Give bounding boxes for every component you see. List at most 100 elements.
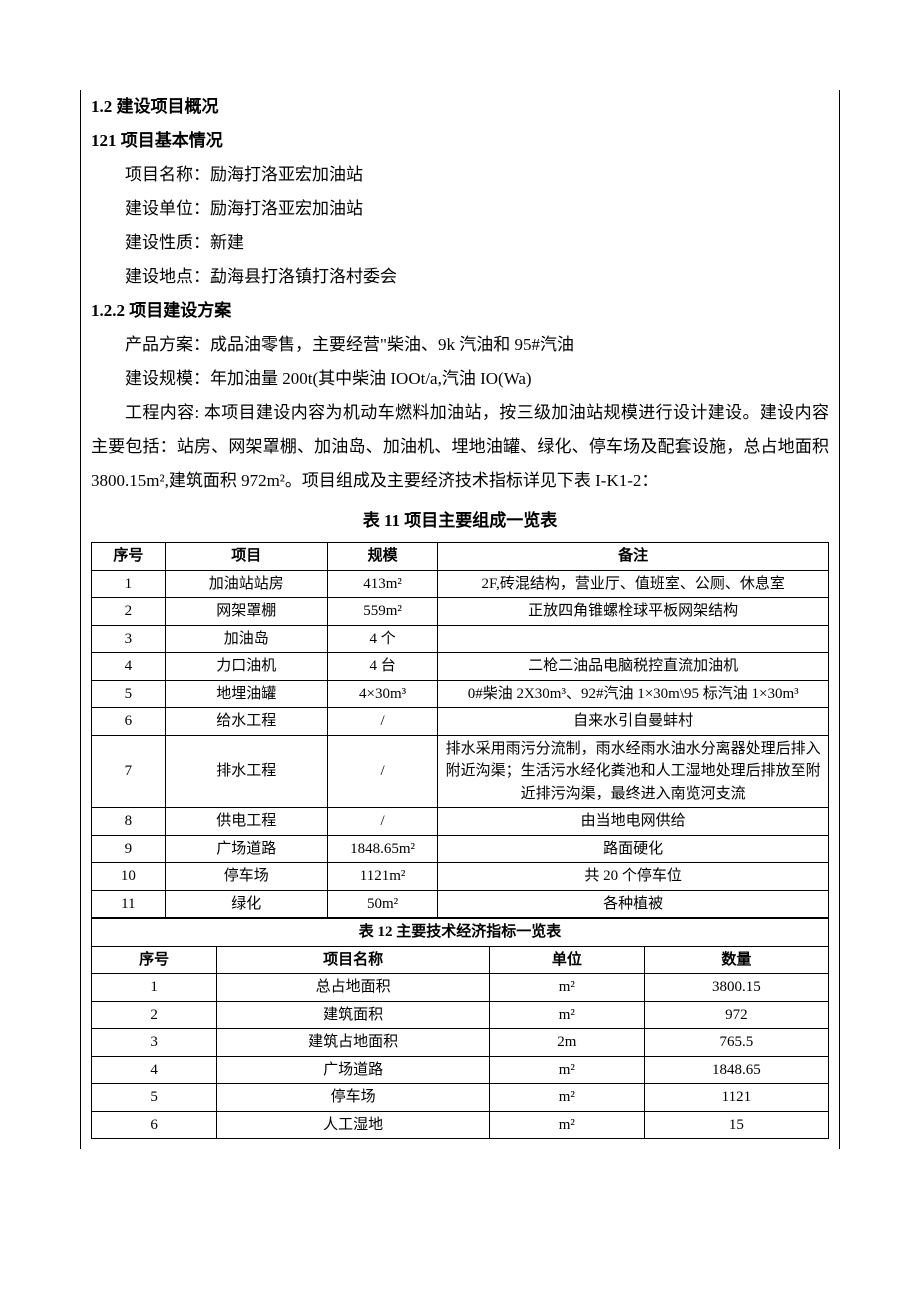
plan-product-line: 产品方案：成品油零售，主要经营"柴油、9k 汽油和 95#汽油 (91, 328, 829, 362)
table1-h-item: 项目 (165, 543, 327, 571)
cell-remark: 排水采用雨污分流制，雨水经雨水油水分离器处理后排入附近沟渠；生活污水经化粪池和人… (438, 735, 829, 808)
table-row: 11绿化50m²各种植被 (92, 890, 829, 918)
table2-caption: 表 12 主要技术经济指标一览表 (92, 919, 829, 947)
table2-h-unit: 单位 (489, 946, 644, 974)
value-project-name: 励海打洛亚宏加油站 (210, 165, 363, 184)
cell-qty: 15 (644, 1111, 828, 1139)
cell-item: 网架罩棚 (165, 598, 327, 626)
table1-h-remark: 备注 (438, 543, 829, 571)
cell-scale: 4×30m³ (327, 680, 438, 708)
cell-scale: / (327, 735, 438, 808)
label-build-location: 建设地点： (125, 267, 210, 286)
cell-no: 3 (92, 625, 166, 653)
table-row: 3加油岛4 个 (92, 625, 829, 653)
table-row: 7排水工程/排水采用雨污分流制，雨水经雨水油水分离器处理后排入附近沟渠；生活污水… (92, 735, 829, 808)
table-row: 6给水工程/自来水引自曼蚌村 (92, 708, 829, 736)
cell-item: 地埋油罐 (165, 680, 327, 708)
cell-item: 加油站站房 (165, 570, 327, 598)
cell-no: 3 (92, 1029, 217, 1057)
cell-item: 排水工程 (165, 735, 327, 808)
cell-no: 6 (92, 708, 166, 736)
table-row: 3建筑占地面积2m765.5 (92, 1029, 829, 1057)
table-row: 5停车场m²1121 (92, 1084, 829, 1112)
value-build-unit: 励海打洛亚宏加油站 (210, 199, 363, 218)
cell-no: 4 (92, 653, 166, 681)
cell-qty: 1121 (644, 1084, 828, 1112)
cell-item: 力口油机 (165, 653, 327, 681)
cell-no: 8 (92, 808, 166, 836)
cell-no: 6 (92, 1111, 217, 1139)
cell-unit: m² (489, 1001, 644, 1029)
cell-scale: / (327, 708, 438, 736)
plan-content-line: 工程内容: 本项目建设内容为机动车燃料加油站，按三级加油站规模进行设计建设。建设… (91, 396, 829, 498)
table2-h-name: 项目名称 (217, 946, 490, 974)
cell-no: 4 (92, 1056, 217, 1084)
cell-no: 2 (92, 598, 166, 626)
cell-name: 人工湿地 (217, 1111, 490, 1139)
cell-name: 总占地面积 (217, 974, 490, 1002)
cell-qty: 3800.15 (644, 974, 828, 1002)
cell-no: 10 (92, 863, 166, 891)
table2-header-row: 序号 项目名称 单位 数量 (92, 946, 829, 974)
cell-item: 绿化 (165, 890, 327, 918)
cell-remark: 自来水引自曼蚌村 (438, 708, 829, 736)
table2-h-no: 序号 (92, 946, 217, 974)
plan-scale-line: 建设规模：年加油量 200t(其中柴油 IOOt/a,汽油 IO(Wa) (91, 362, 829, 396)
cell-remark: 正放四角锥螺栓球平板网架结构 (438, 598, 829, 626)
cell-qty: 972 (644, 1001, 828, 1029)
cell-scale: 413m² (327, 570, 438, 598)
value-build-location: 勐海县打洛镇打洛村委会 (210, 267, 397, 286)
table1-h-no: 序号 (92, 543, 166, 571)
cell-no: 9 (92, 835, 166, 863)
basic-info-nature: 建设性质：新建 (91, 226, 829, 260)
table-row: 2网架罩棚559m²正放四角锥螺栓球平板网架结构 (92, 598, 829, 626)
cell-qty: 1848.65 (644, 1056, 828, 1084)
table-row: 6人工湿地m²15 (92, 1111, 829, 1139)
cell-remark (438, 625, 829, 653)
cell-remark: 由当地电网供给 (438, 808, 829, 836)
value-build-nature: 新建 (210, 233, 244, 252)
cell-unit: m² (489, 1084, 644, 1112)
cell-unit: m² (489, 1111, 644, 1139)
table1-caption: 表 11 项目主要组成一览表 (91, 504, 829, 538)
heading-1-2-2: 1.2.2 项目建设方案 (91, 294, 829, 328)
basic-info-unit: 建设单位：励海打洛亚宏加油站 (91, 192, 829, 226)
cell-remark: 2F,砖混结构，营业厅、值班室、公厕、休息室 (438, 570, 829, 598)
heading-1-2: 1.2 建设项目概况 (91, 90, 829, 124)
table-tech-economic: 表 12 主要技术经济指标一览表 序号 项目名称 单位 数量 1总占地面积m²3… (91, 918, 829, 1139)
cell-name: 建筑面积 (217, 1001, 490, 1029)
cell-remark: 二枪二油品电脑税控直流加油机 (438, 653, 829, 681)
table-project-composition: 序号 项目 规模 备注 1加油站站房413m²2F,砖混结构，营业厅、值班室、公… (91, 542, 829, 918)
cell-scale: 4 个 (327, 625, 438, 653)
cell-name: 建筑占地面积 (217, 1029, 490, 1057)
cell-scale: 1121m² (327, 863, 438, 891)
cell-no: 2 (92, 1001, 217, 1029)
cell-no: 5 (92, 680, 166, 708)
cell-remark: 0#柴油 2X30m³、92#汽油 1×30m\95 标汽油 1×30m³ (438, 680, 829, 708)
basic-info-location: 建设地点：勐海县打洛镇打洛村委会 (91, 260, 829, 294)
cell-qty: 765.5 (644, 1029, 828, 1057)
cell-item: 加油岛 (165, 625, 327, 653)
cell-item: 停车场 (165, 863, 327, 891)
heading-1-2-1: 121 项目基本情况 (91, 124, 829, 158)
table-row: 5地埋油罐4×30m³0#柴油 2X30m³、92#汽油 1×30m\95 标汽… (92, 680, 829, 708)
table1-header-row: 序号 项目 规模 备注 (92, 543, 829, 571)
document-page: 1.2 建设项目概况 121 项目基本情况 项目名称：励海打洛亚宏加油站 建设单… (0, 0, 920, 1301)
cell-remark: 共 20 个停车位 (438, 863, 829, 891)
cell-item: 给水工程 (165, 708, 327, 736)
cell-no: 5 (92, 1084, 217, 1112)
cell-unit: 2m (489, 1029, 644, 1057)
cell-name: 广场道路 (217, 1056, 490, 1084)
table-row: 1加油站站房413m²2F,砖混结构，营业厅、值班室、公厕、休息室 (92, 570, 829, 598)
table-row: 1总占地面积m²3800.15 (92, 974, 829, 1002)
table-row: 8供电工程/由当地电网供给 (92, 808, 829, 836)
cell-item: 广场道路 (165, 835, 327, 863)
table-row: 10停车场1121m²共 20 个停车位 (92, 863, 829, 891)
cell-no: 7 (92, 735, 166, 808)
table-row: 2建筑面积m²972 (92, 1001, 829, 1029)
cell-no: 1 (92, 570, 166, 598)
label-build-unit: 建设单位： (125, 199, 210, 218)
cell-name: 停车场 (217, 1084, 490, 1112)
cell-unit: m² (489, 974, 644, 1002)
table2-h-qty: 数量 (644, 946, 828, 974)
